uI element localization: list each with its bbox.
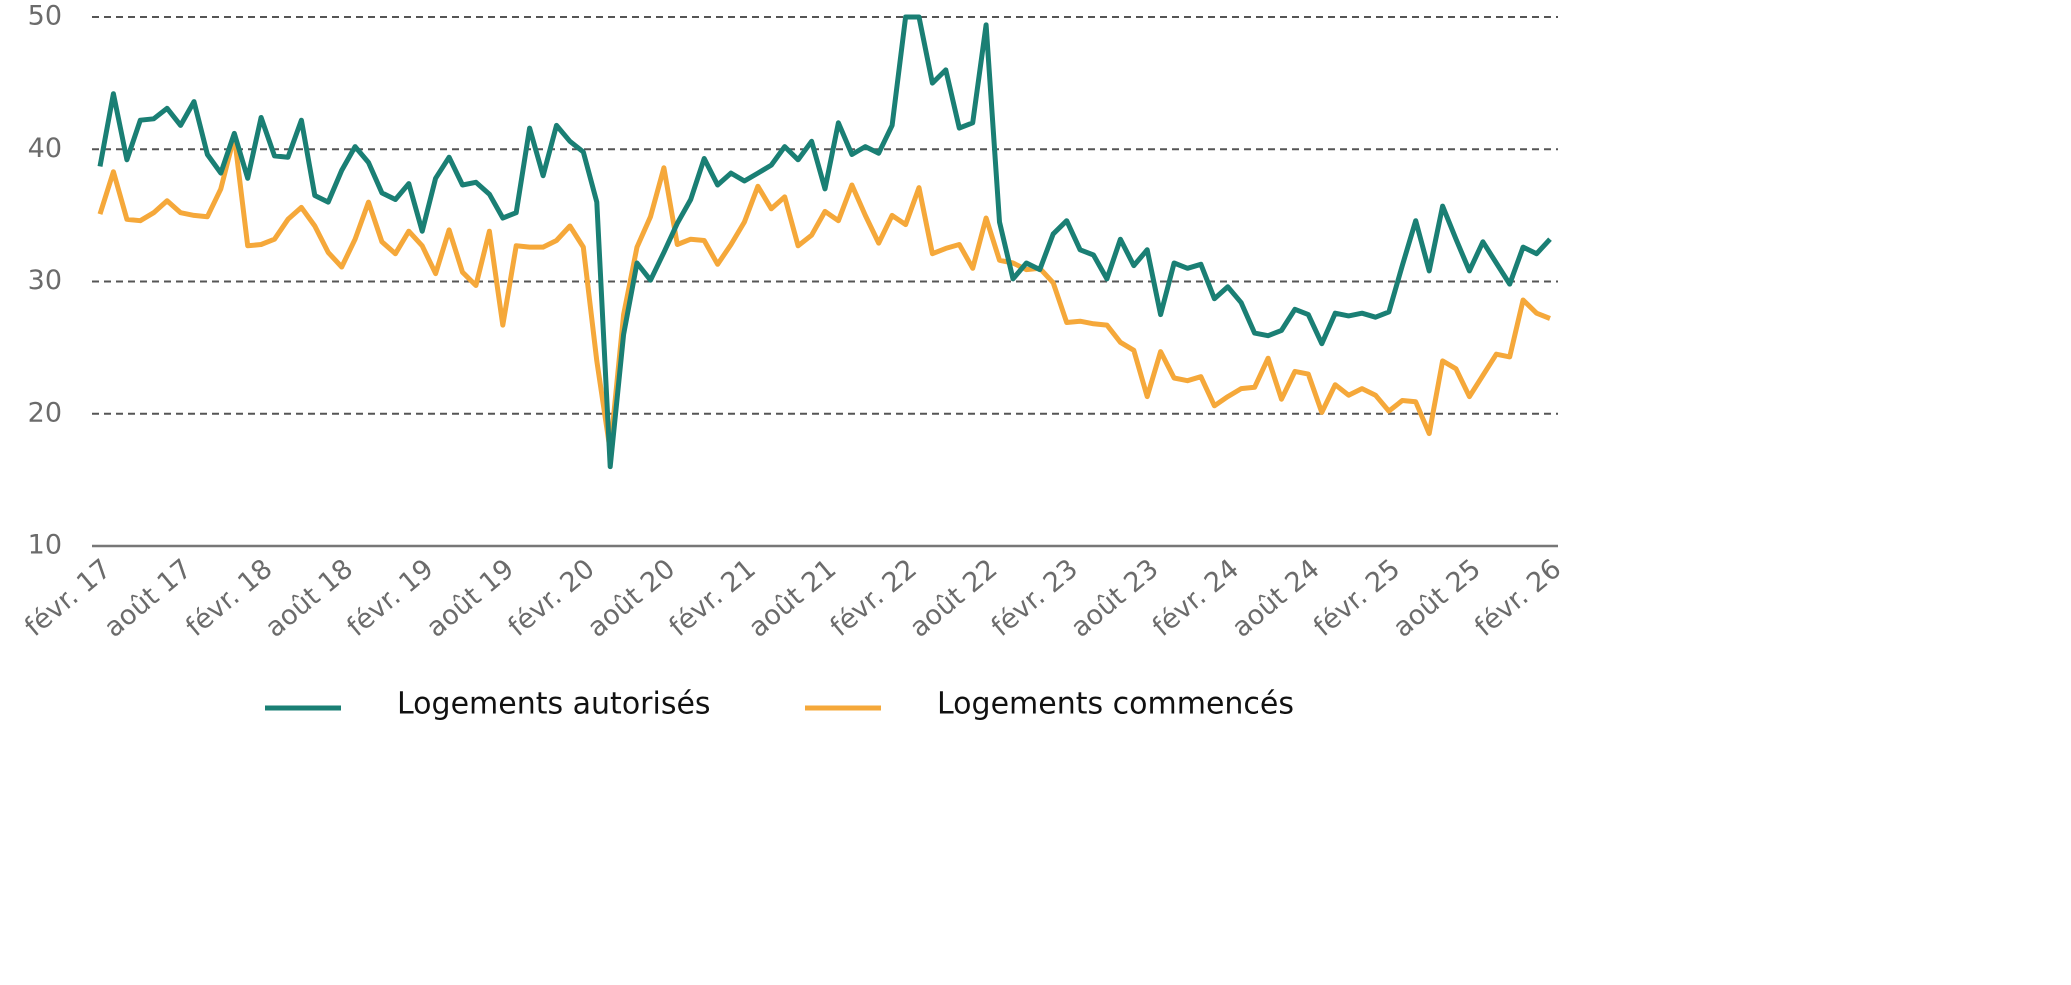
x-tick-label: févr. 23	[986, 553, 1084, 642]
series-line	[97, 14, 1552, 470]
y-tick-label: 10	[28, 530, 62, 561]
x-tick-label: févr. 24	[1147, 553, 1245, 642]
x-tick-label: août 21	[743, 553, 842, 643]
x-tick-label: févr. 25	[1308, 553, 1406, 642]
x-tick-label: août 22	[904, 553, 1003, 643]
legend-label: Logements autorisés	[397, 687, 711, 722]
legend-label: Logements commencés	[937, 687, 1294, 722]
series-line	[97, 133, 1551, 454]
y-tick-label: 20	[28, 397, 62, 428]
x-tick-label: févr. 26	[1469, 553, 1567, 642]
x-tick-label: févr. 22	[825, 553, 923, 642]
x-tick-label: févr. 21	[664, 553, 762, 642]
x-tick-label: août 25	[1387, 553, 1486, 643]
y-tick-label: 50	[28, 1, 62, 32]
x-tick-label: août 24	[1226, 553, 1325, 643]
x-tick-label: août 17	[99, 553, 198, 643]
x-tick-label: août 19	[421, 553, 520, 643]
x-tick-label: févr. 18	[180, 553, 278, 642]
x-tick-label: févr. 17	[19, 553, 117, 642]
x-tick-label: févr. 19	[341, 553, 439, 642]
x-tick-label: févr. 20	[502, 553, 600, 642]
x-tick-label: août 20	[582, 553, 681, 643]
y-tick-label: 40	[28, 133, 62, 164]
x-tick-label: août 23	[1065, 553, 1164, 643]
x-tick-label: août 18	[260, 553, 359, 643]
y-tick-label: 30	[28, 265, 62, 296]
